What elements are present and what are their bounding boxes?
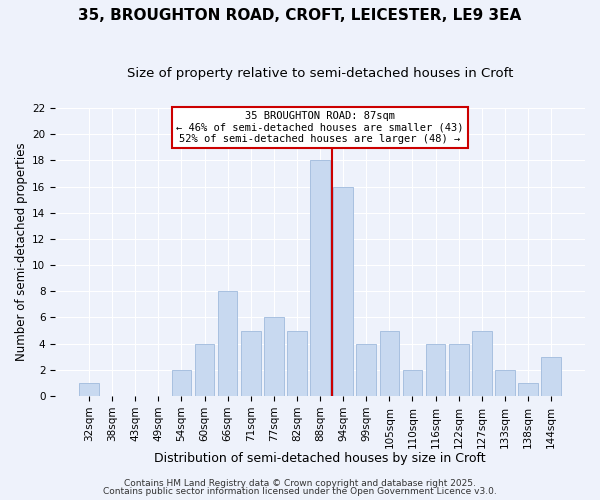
Bar bbox=[195, 344, 214, 396]
Bar bbox=[172, 370, 191, 396]
Bar bbox=[356, 344, 376, 396]
Text: Contains public sector information licensed under the Open Government Licence v3: Contains public sector information licen… bbox=[103, 487, 497, 496]
Bar bbox=[518, 383, 538, 396]
Bar bbox=[310, 160, 330, 396]
Y-axis label: Number of semi-detached properties: Number of semi-detached properties bbox=[15, 142, 28, 362]
Bar bbox=[241, 330, 260, 396]
Bar bbox=[426, 344, 445, 396]
Bar bbox=[472, 330, 491, 396]
Text: 35, BROUGHTON ROAD, CROFT, LEICESTER, LE9 3EA: 35, BROUGHTON ROAD, CROFT, LEICESTER, LE… bbox=[79, 8, 521, 22]
Bar bbox=[79, 383, 99, 396]
Bar bbox=[541, 356, 561, 396]
Bar bbox=[403, 370, 422, 396]
Bar bbox=[449, 344, 469, 396]
Bar bbox=[495, 370, 515, 396]
Title: Size of property relative to semi-detached houses in Croft: Size of property relative to semi-detach… bbox=[127, 68, 513, 80]
X-axis label: Distribution of semi-detached houses by size in Croft: Distribution of semi-detached houses by … bbox=[154, 452, 486, 465]
Text: 35 BROUGHTON ROAD: 87sqm
← 46% of semi-detached houses are smaller (43)
52% of s: 35 BROUGHTON ROAD: 87sqm ← 46% of semi-d… bbox=[176, 110, 464, 144]
Bar bbox=[334, 186, 353, 396]
Bar bbox=[287, 330, 307, 396]
Bar bbox=[264, 318, 284, 396]
Text: Contains HM Land Registry data © Crown copyright and database right 2025.: Contains HM Land Registry data © Crown c… bbox=[124, 478, 476, 488]
Bar bbox=[380, 330, 399, 396]
Bar bbox=[218, 292, 238, 396]
